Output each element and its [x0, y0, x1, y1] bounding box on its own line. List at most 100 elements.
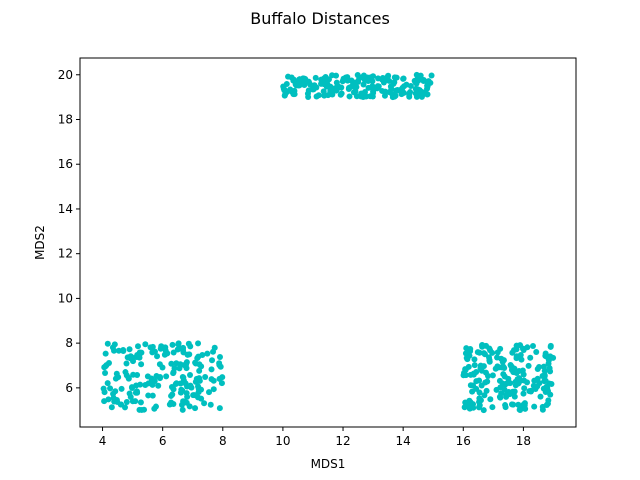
scatter-point	[201, 400, 208, 407]
scatter-point	[474, 349, 481, 356]
scatter-point	[108, 404, 115, 411]
scatter-point	[181, 379, 188, 386]
scatter-point	[211, 344, 218, 351]
scatter-point	[204, 350, 211, 357]
scatter-point	[281, 86, 288, 93]
scatter-point	[517, 352, 524, 359]
scatter-point	[542, 387, 549, 394]
x-tick-label: 14	[396, 434, 411, 448]
scatter-point	[104, 380, 111, 387]
scatter-point	[545, 360, 552, 367]
x-axis-label: MDS1	[311, 457, 346, 471]
scatter-point	[104, 340, 111, 347]
scatter-point	[496, 377, 503, 384]
scatter-point	[218, 380, 225, 387]
scatter-point	[195, 340, 202, 347]
scatter-point	[168, 399, 175, 406]
scatter-point	[138, 349, 145, 356]
scatter-point	[346, 93, 353, 100]
scatter-point	[462, 372, 469, 379]
scatter-point	[318, 80, 325, 87]
scatter-point	[169, 341, 176, 348]
scatter-point	[532, 385, 539, 392]
scatter-point	[120, 346, 127, 353]
scatter-point	[329, 72, 336, 79]
scatter-point	[380, 79, 387, 86]
scatter-point	[155, 382, 162, 389]
scatter-point	[170, 369, 177, 376]
scatter-point	[541, 372, 548, 379]
scatter-point	[425, 78, 432, 85]
scatter-point	[149, 392, 156, 399]
scatter-point	[534, 366, 541, 373]
x-tick-label: 10	[275, 434, 290, 448]
scatter-point	[399, 84, 406, 91]
scatter-point	[428, 72, 435, 79]
scatter-point	[150, 378, 157, 385]
scatter-point	[365, 77, 372, 84]
y-axis-ticks: 6 8 10 12 14 16 18 20	[58, 68, 80, 395]
scatter-point	[480, 407, 487, 414]
scatter-point	[149, 349, 156, 356]
y-tick-label: 8	[65, 336, 73, 350]
scatter-point	[350, 80, 357, 87]
scatter-point	[210, 386, 217, 393]
scatter-point	[489, 372, 496, 379]
scatter-point	[107, 385, 114, 392]
scatter-point	[176, 365, 183, 372]
scatter-point	[541, 367, 548, 374]
scatter-point	[209, 357, 216, 364]
scatter-point	[178, 401, 185, 408]
scatter-point	[369, 83, 376, 90]
scatter-point	[529, 343, 536, 350]
scatter-point	[122, 369, 129, 376]
scatter-point	[506, 391, 513, 398]
scatter-point	[202, 374, 209, 381]
scatter-point	[320, 88, 327, 95]
scatter-point	[138, 361, 145, 368]
scatter-point	[414, 91, 421, 98]
scatter-point	[515, 401, 522, 408]
scatter-point	[122, 404, 128, 411]
scatter-point	[145, 392, 152, 399]
scatter-point	[406, 90, 413, 97]
scatter-point	[547, 391, 554, 398]
scatter-point	[321, 75, 328, 82]
scatter-point	[219, 374, 226, 381]
scatter-point	[137, 399, 144, 406]
scatter-point	[184, 393, 191, 400]
scatter-point	[110, 395, 117, 402]
scatter-point	[305, 78, 312, 85]
scatter-point	[375, 83, 382, 90]
scatter-point	[547, 343, 554, 350]
scatter-point	[500, 363, 507, 370]
scatter-point	[123, 398, 130, 405]
scatter-point	[521, 385, 528, 392]
x-tick-label: 4	[99, 434, 107, 448]
scatter-point	[407, 83, 414, 90]
scatter-point	[505, 375, 512, 382]
scatter-point	[476, 399, 483, 406]
scatter-point	[512, 382, 519, 389]
y-tick-label: 16	[58, 157, 73, 171]
scatter-point	[514, 376, 521, 383]
scatter-point	[502, 402, 509, 409]
scatter-point	[174, 346, 181, 353]
scatter-point	[132, 389, 139, 396]
scatter-point	[389, 94, 396, 101]
scatter-point	[175, 341, 182, 348]
scatter-point	[206, 389, 213, 396]
scatter-point	[192, 378, 199, 385]
scatter-point	[390, 80, 397, 87]
scatter-point	[132, 398, 139, 405]
scatter-point	[105, 359, 112, 366]
scatter-point	[112, 388, 119, 395]
scatter-point	[118, 385, 125, 392]
scatter-point	[520, 371, 527, 378]
scatter-point	[194, 355, 201, 362]
scatter-point	[187, 371, 194, 378]
scatter-point	[481, 392, 488, 399]
scatter-point	[157, 374, 164, 381]
scatter-point	[467, 399, 474, 406]
scatter-point	[531, 377, 538, 384]
